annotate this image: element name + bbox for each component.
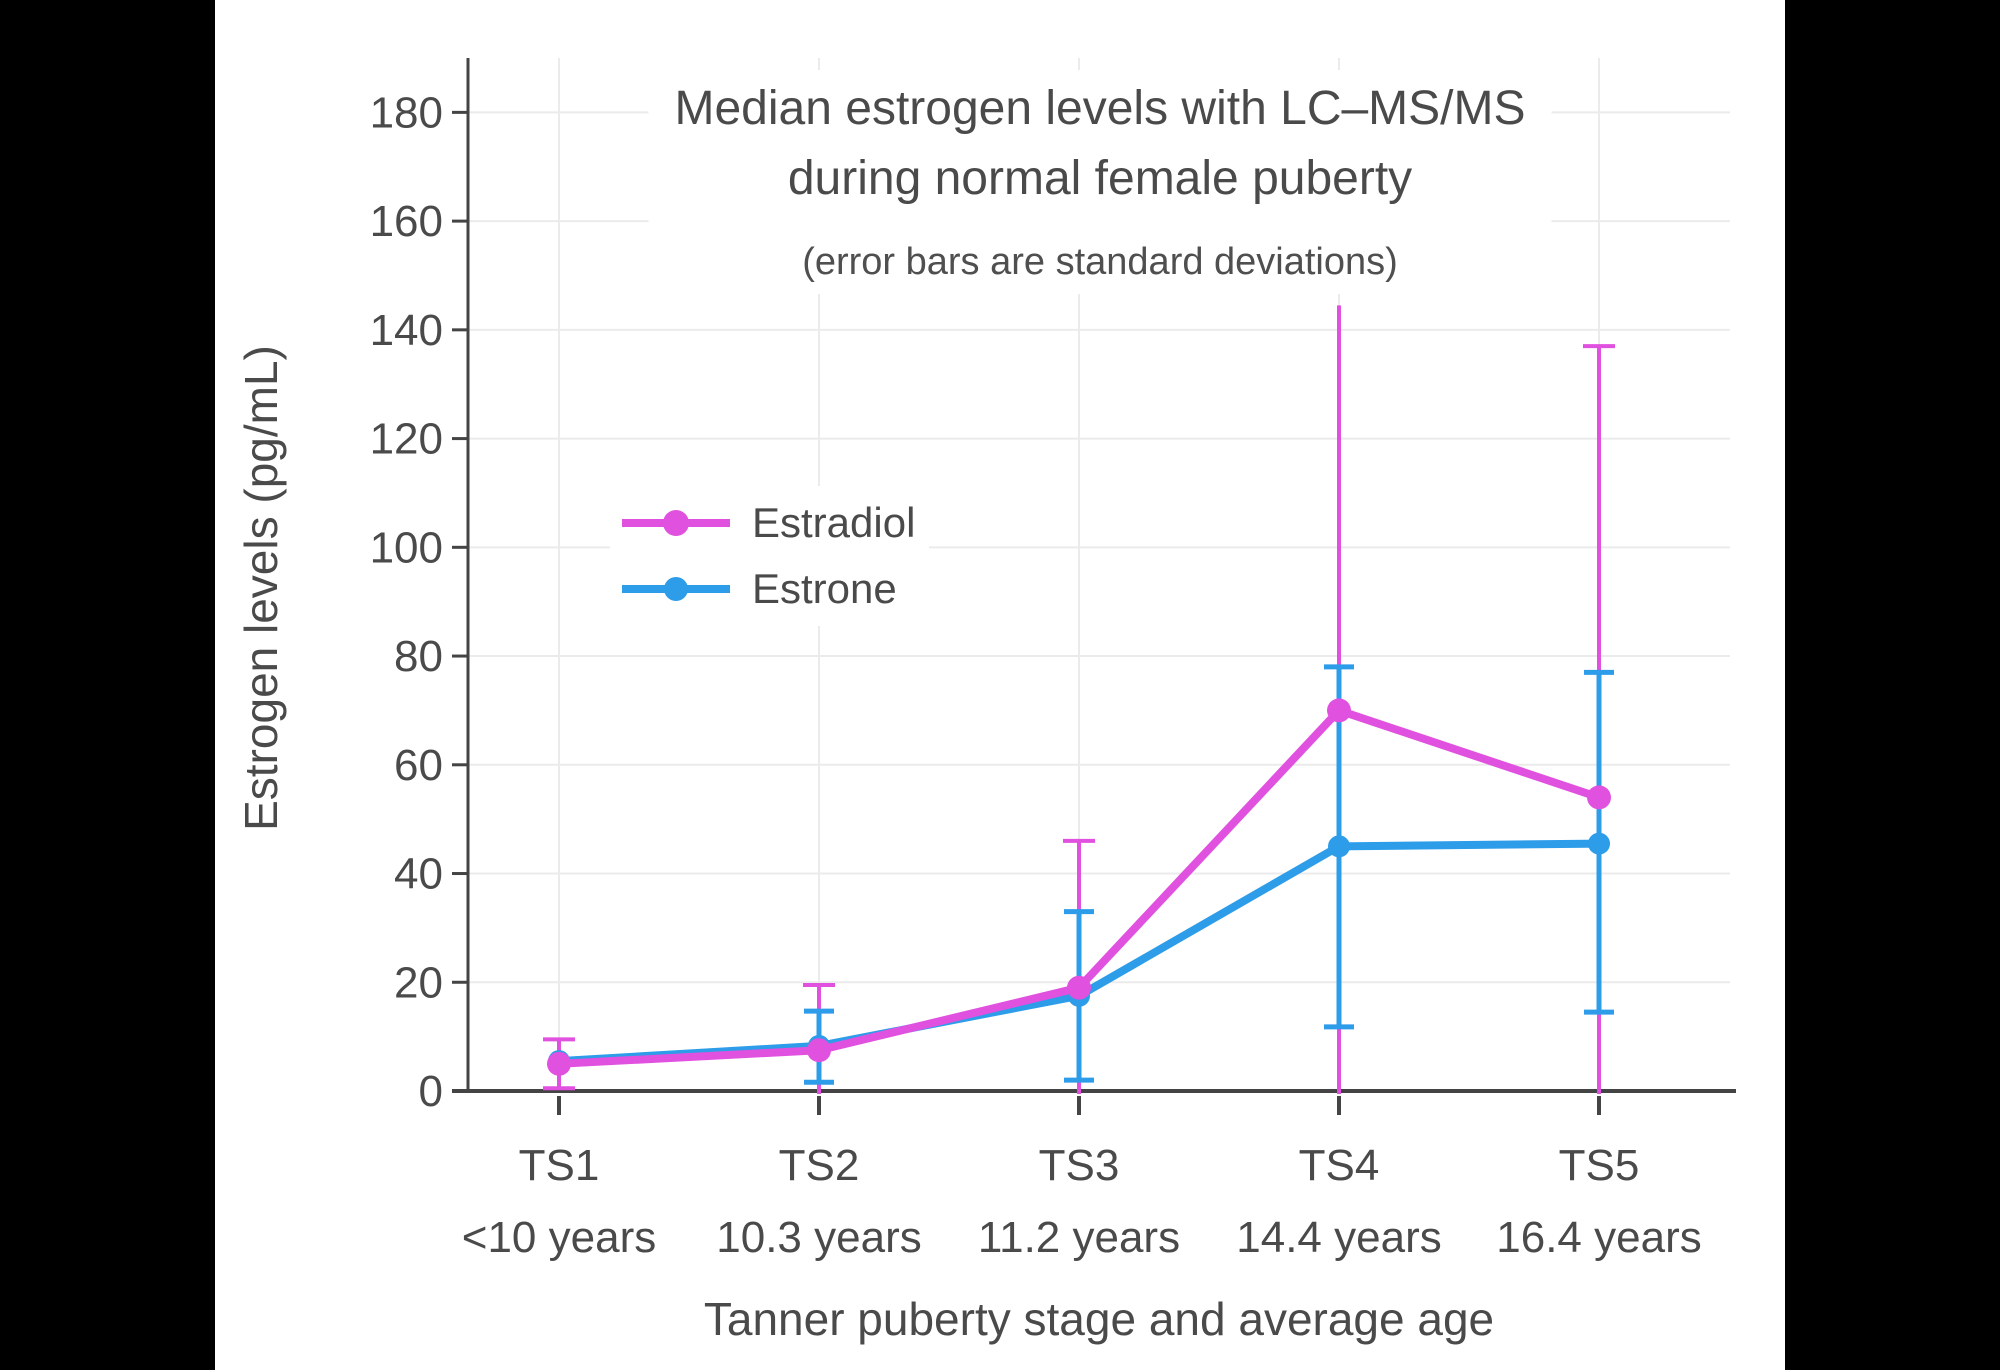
- x-tick-label-age: <10 years: [462, 1213, 656, 1262]
- x-tick-label-stage: TS1: [519, 1141, 600, 1190]
- x-tick-label-age: 16.4 years: [1496, 1213, 1701, 1262]
- x-tick-label-age: 11.2 years: [978, 1213, 1180, 1262]
- x-axis-title: Tanner puberty stage and average age: [703, 1292, 1495, 1346]
- legend-label-estradiol: Estradiol: [752, 499, 916, 546]
- y-tick-label: 20: [394, 958, 443, 1007]
- y-tick-label: 180: [370, 88, 443, 137]
- chart-title-line1: Median estrogen levels with LC–MS/MS: [674, 82, 1526, 135]
- y-tick-label: 0: [419, 1067, 443, 1116]
- chart-subtitle: (error bars are standard deviations): [802, 241, 1398, 283]
- chart-card: 0 20 40 60 80 100 120 140 160 180 TS1 <10 years TS2 1…: [215, 0, 1785, 1370]
- legend-item-estradiol: Estradiol: [620, 490, 915, 556]
- y-tick-label: 120: [370, 415, 443, 464]
- x-tick-label-stage: TS4: [1299, 1141, 1380, 1190]
- x-tick-label-stage: TS3: [1039, 1141, 1120, 1190]
- x-tick-label-age: 10.3 years: [716, 1213, 921, 1262]
- series-estradiol-marker: [1587, 785, 1611, 810]
- estradiol-line-sample-icon: [622, 510, 730, 536]
- estrone-line-sample-icon: [622, 577, 730, 601]
- x-tick-label-age: 14.4 years: [1236, 1213, 1441, 1262]
- legend-item-estrone: Estrone: [620, 556, 915, 622]
- series-estradiol-marker: [1067, 975, 1091, 1000]
- x-tick-label-stage: TS5: [1559, 1141, 1640, 1190]
- series-estradiol-marker: [547, 1051, 571, 1076]
- y-axis-title: Estrogen levels (pg/mL): [235, 345, 287, 831]
- y-tick-label: 160: [370, 197, 443, 246]
- series-estradiol-marker: [1327, 698, 1351, 723]
- y-tick-label: 80: [394, 632, 443, 681]
- series-estrone-marker: [1588, 832, 1610, 855]
- y-tick-label: 140: [370, 306, 443, 355]
- y-tick-label: 40: [394, 850, 443, 899]
- chart-title-line2: during normal female puberty: [787, 152, 1413, 205]
- series-estrone-marker: [1328, 835, 1350, 858]
- legend: Estradiol Estrone: [610, 486, 930, 626]
- x-tick-label-stage: TS2: [779, 1141, 860, 1190]
- series-estradiol-marker: [807, 1038, 831, 1063]
- legend-label-estrone: Estrone: [752, 565, 897, 612]
- chart-title-block: Median estrogen levels with LC–MS/MS dur…: [648, 70, 1552, 294]
- y-tick-label: 60: [394, 741, 443, 790]
- y-tick-label: 100: [370, 523, 443, 572]
